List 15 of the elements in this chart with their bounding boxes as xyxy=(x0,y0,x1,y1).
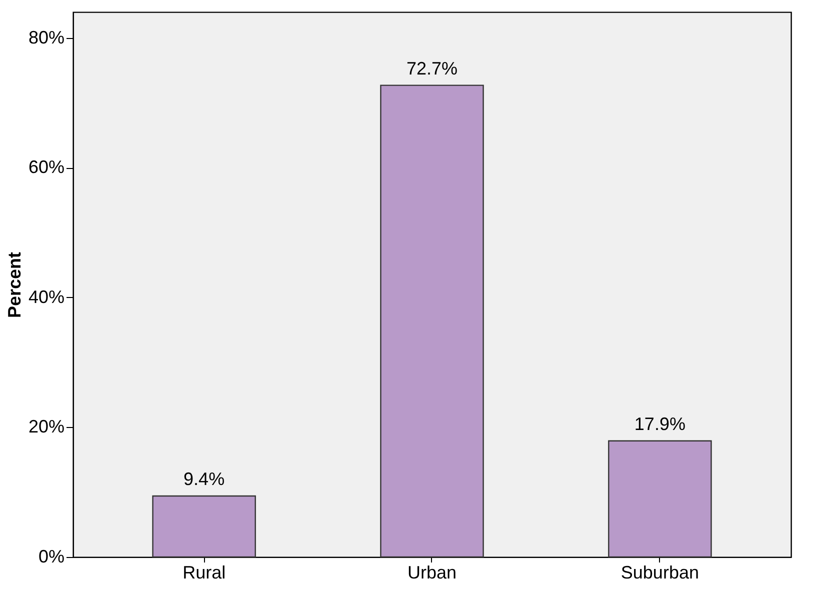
y-tick-label: 80% xyxy=(28,27,64,48)
data-label: 17.9% xyxy=(634,414,686,434)
y-tick-label: 20% xyxy=(28,416,64,437)
data-label: 9.4% xyxy=(184,469,225,490)
y-tick-label: 40% xyxy=(28,286,64,307)
x-tick-label: Suburban xyxy=(620,562,699,582)
bar xyxy=(608,440,712,558)
y-tick-label: 0% xyxy=(38,546,64,566)
y-axis-title: Percent xyxy=(4,252,24,318)
x-tick-label: Urban xyxy=(407,562,457,582)
bar xyxy=(152,495,256,558)
data-label: 72.7% xyxy=(406,58,458,78)
x-tick-label: Rural xyxy=(182,562,226,582)
y-tick-label: 60% xyxy=(28,157,64,178)
bar xyxy=(380,84,484,558)
